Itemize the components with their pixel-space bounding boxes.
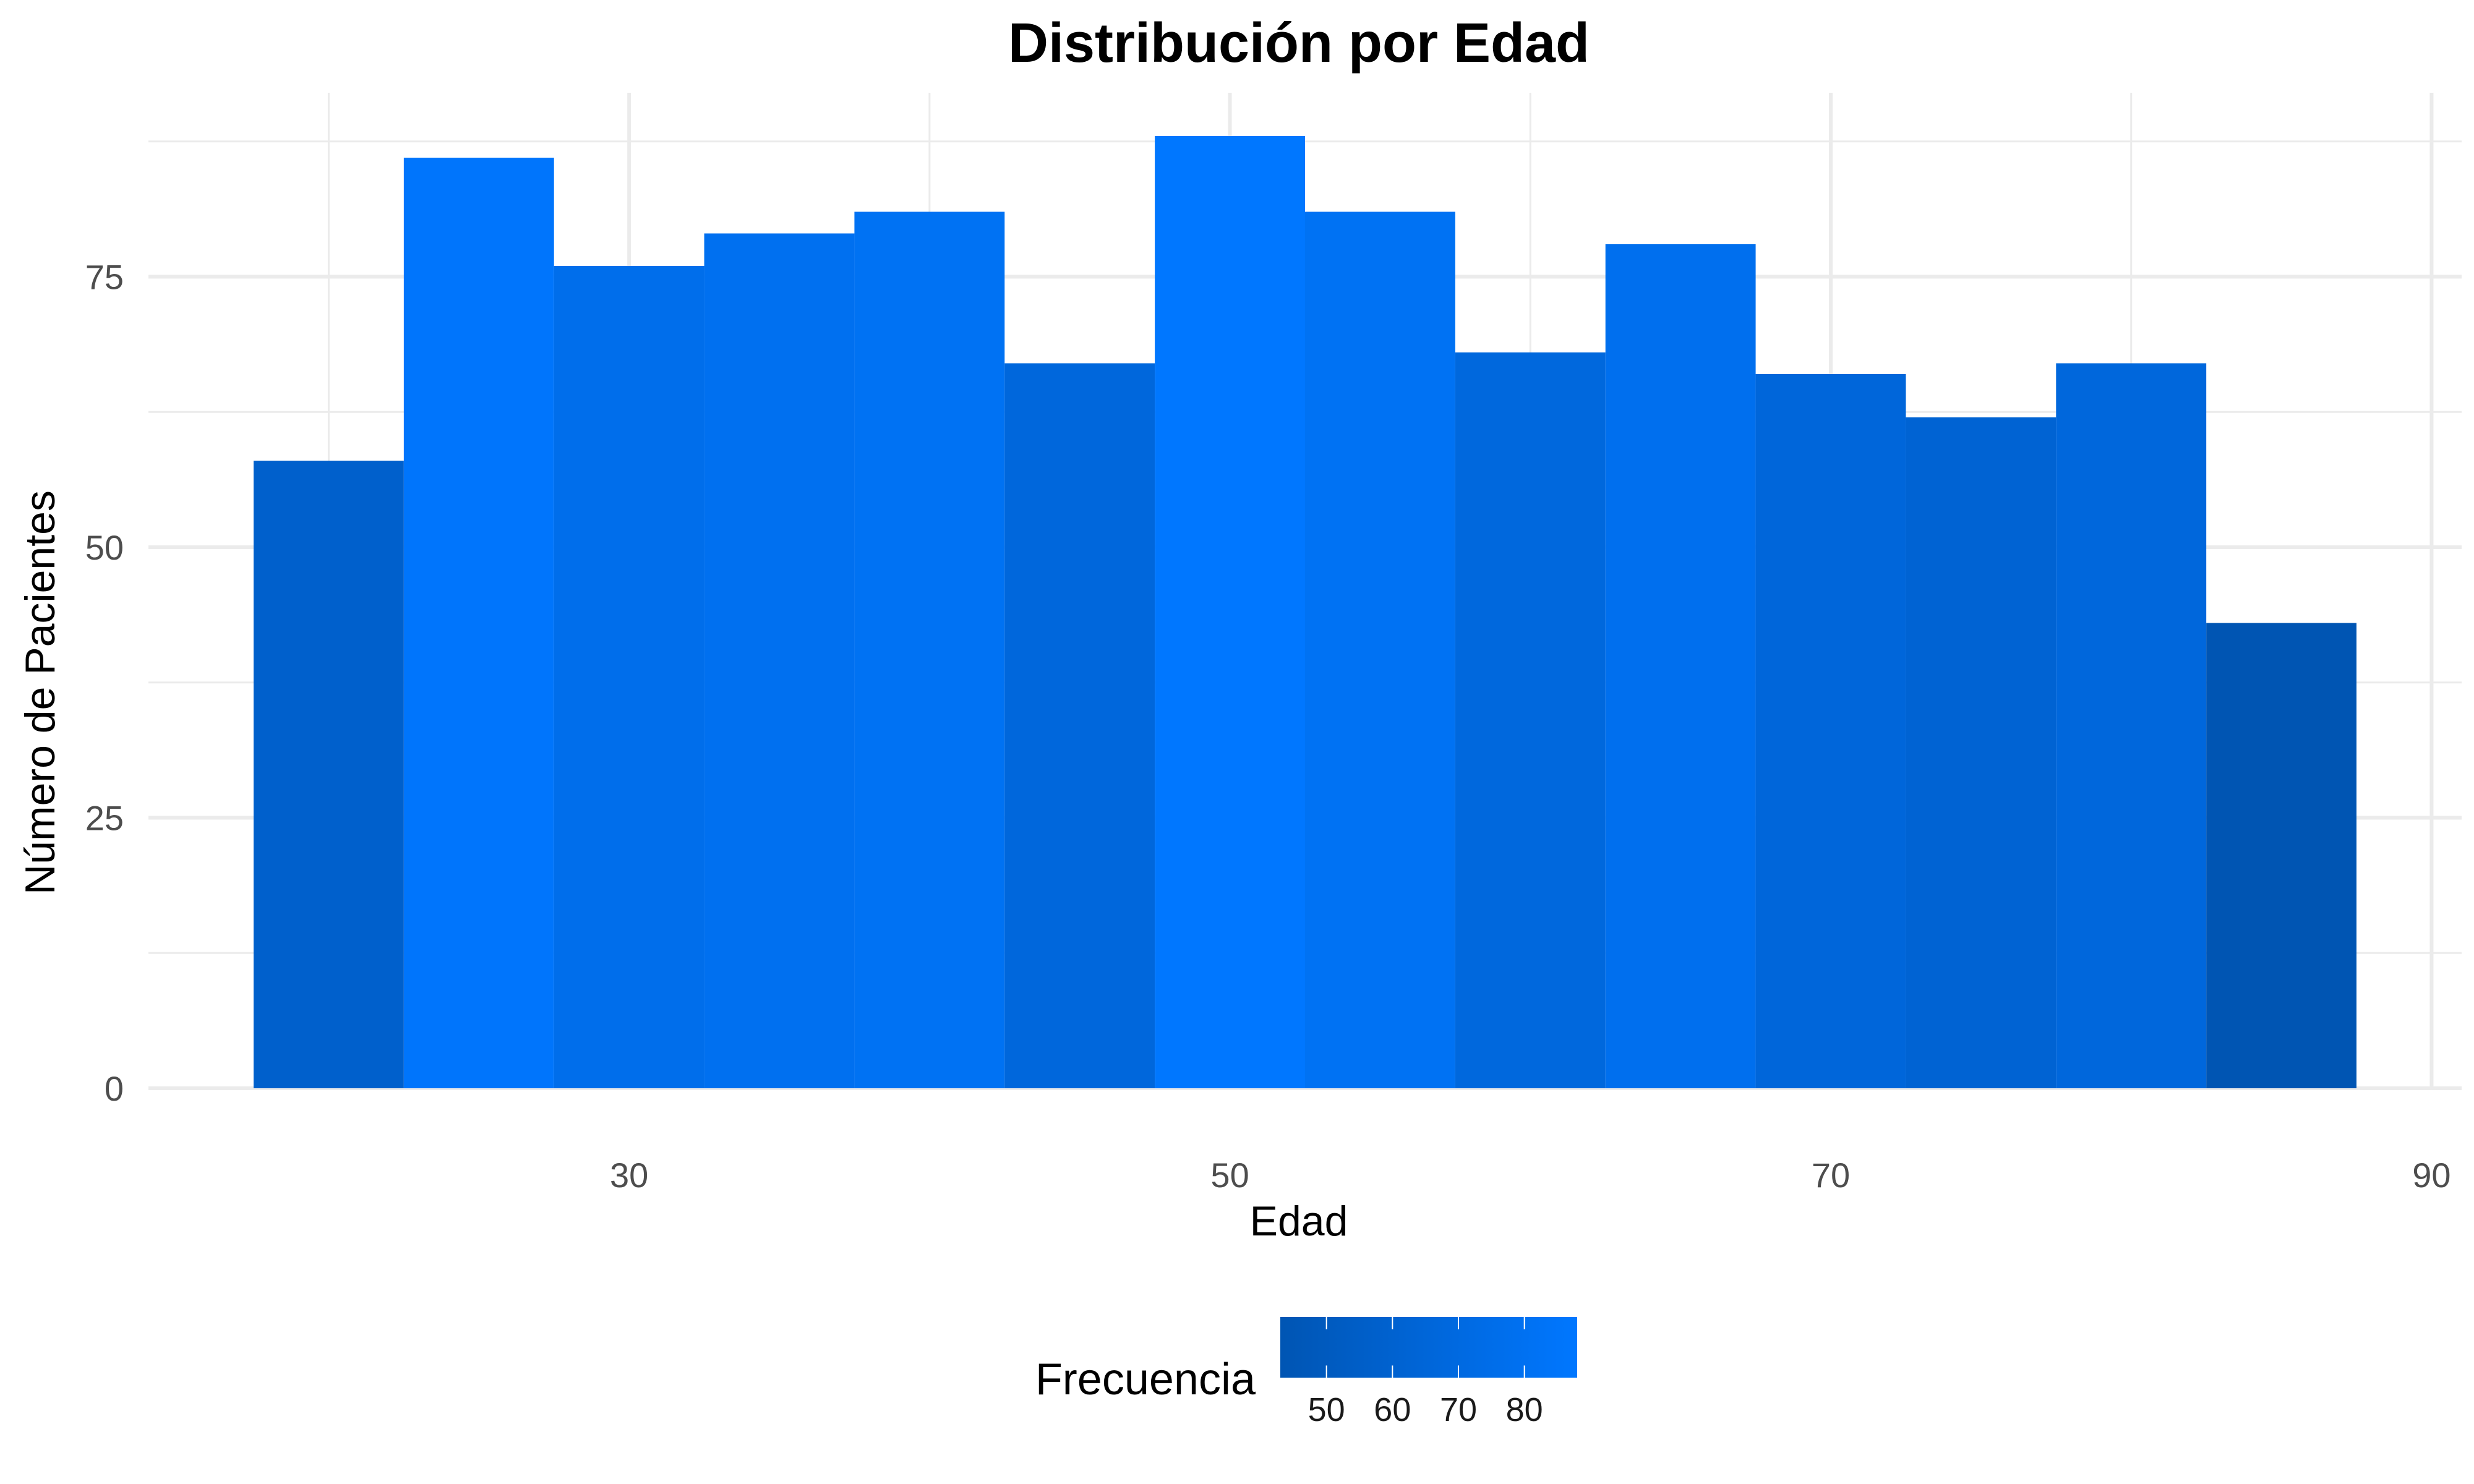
histogram-bar-9 xyxy=(1455,352,1606,1088)
y-tick-label: 0 xyxy=(105,1069,124,1108)
histogram-bar-5 xyxy=(854,211,1005,1088)
x-axis-title: Edad xyxy=(1250,1198,1348,1245)
fill-legend: Frecuencia 50 60 70 80 xyxy=(1035,1317,1577,1428)
legend-ticks: 50 60 70 80 xyxy=(1308,1317,1543,1428)
bars-layer xyxy=(254,136,2356,1088)
x-tick-label: 30 xyxy=(610,1156,648,1195)
x-tick-label: 70 xyxy=(1812,1156,1850,1195)
histogram-bar-12 xyxy=(1906,417,2057,1088)
y-tick-label: 75 xyxy=(85,258,124,297)
y-tick-label: 50 xyxy=(85,528,124,567)
legend-tick-label: 70 xyxy=(1440,1391,1477,1428)
histogram-bar-2 xyxy=(403,158,554,1088)
histogram-bar-7 xyxy=(1155,136,1305,1088)
x-tick-labels: 30 50 70 90 xyxy=(610,1156,2451,1195)
histogram-bar-10 xyxy=(1605,244,1756,1088)
legend-title: Frecuencia xyxy=(1035,1355,1256,1404)
histogram-bar-6 xyxy=(1004,363,1155,1088)
legend-tick-label: 50 xyxy=(1308,1391,1345,1428)
y-tick-label: 25 xyxy=(85,799,124,838)
x-tick-label: 90 xyxy=(2412,1156,2450,1195)
legend-tick-label: 80 xyxy=(1506,1391,1543,1428)
histogram-bar-13 xyxy=(2056,363,2207,1088)
histogram-bar-3 xyxy=(554,266,704,1088)
y-axis-title: Número de Pacientes xyxy=(17,490,64,895)
legend-tick-label: 60 xyxy=(1374,1391,1411,1428)
histogram-bar-14 xyxy=(2206,623,2356,1088)
chart-title: Distribución por Edad xyxy=(1008,12,1590,74)
y-tick-labels: 0 25 50 75 xyxy=(85,258,124,1109)
histogram-bar-11 xyxy=(1755,374,1906,1088)
x-tick-label: 50 xyxy=(1210,1156,1249,1195)
histogram-bar-4 xyxy=(704,233,855,1088)
histogram-bar-8 xyxy=(1305,211,1455,1088)
histogram-bar-1 xyxy=(254,461,404,1088)
legend-color-bar xyxy=(1280,1317,1577,1378)
